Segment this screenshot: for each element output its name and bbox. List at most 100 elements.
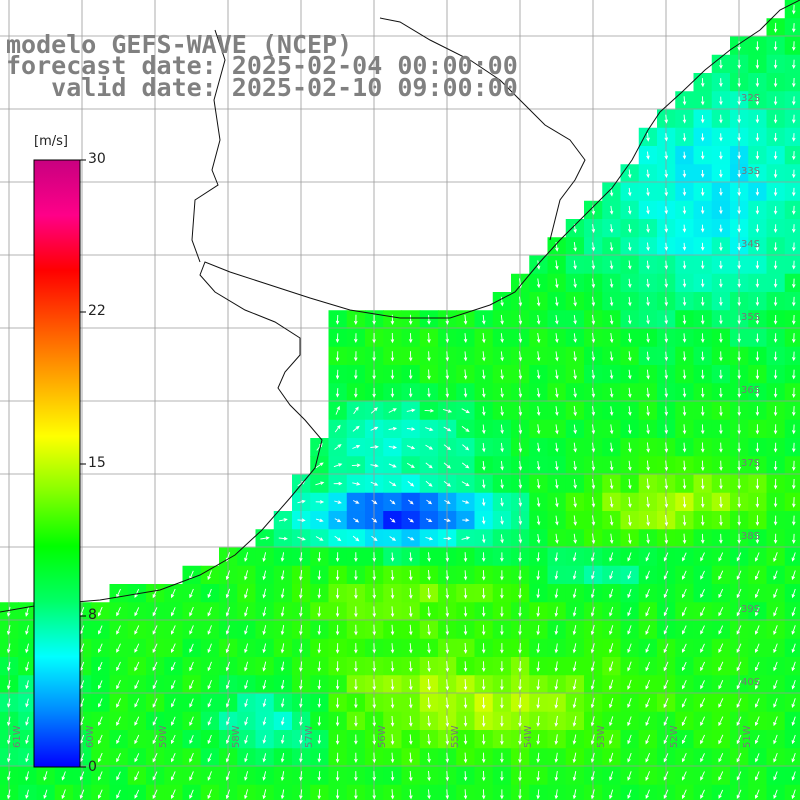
wind-arrow xyxy=(646,224,650,234)
wind-arrow xyxy=(719,496,723,509)
wind-arrow xyxy=(700,680,705,690)
lat-label-35s: 35S xyxy=(741,312,761,323)
wind-arrow xyxy=(408,369,413,380)
wind-arrow xyxy=(299,679,303,691)
wind-arrow xyxy=(244,789,249,800)
wind-arrow xyxy=(500,588,504,599)
wind-arrow xyxy=(791,661,796,672)
wind-speed-cell xyxy=(784,565,800,585)
wind-arrow xyxy=(755,534,760,544)
wind-arrow xyxy=(518,296,523,307)
wind-arrow xyxy=(773,151,778,160)
wind-arrow xyxy=(664,478,669,490)
wind-arrow xyxy=(682,96,687,106)
lon-label-61w: 61W xyxy=(12,725,23,748)
wind-arrow xyxy=(354,643,358,654)
wind-arrow xyxy=(609,296,614,307)
wind-arrow xyxy=(463,734,468,745)
wind-arrow xyxy=(609,478,614,490)
wind-arrow xyxy=(682,442,687,453)
wind-arrow xyxy=(554,570,559,581)
wind-arrow xyxy=(591,278,596,289)
wind-arrow xyxy=(225,680,230,690)
wind-arrow xyxy=(791,515,796,526)
wind-arrow xyxy=(700,242,705,251)
wind-arrow xyxy=(536,697,540,709)
wind-arrow xyxy=(681,716,687,727)
wind-arrow xyxy=(791,369,796,380)
wind-arrow xyxy=(664,315,669,325)
wind-arrow xyxy=(134,588,140,599)
wind-arrow xyxy=(628,369,632,380)
wind-arrow xyxy=(645,552,650,562)
wind-arrow xyxy=(609,789,614,800)
wind-arrow xyxy=(25,698,29,708)
wind-arrow xyxy=(682,224,687,233)
wind-arrow xyxy=(97,752,103,763)
wind-arrow xyxy=(390,588,395,600)
wind-arrow xyxy=(500,771,504,782)
wind-arrow xyxy=(573,351,577,362)
wind-arrow xyxy=(388,408,397,413)
wind-arrow xyxy=(372,734,377,745)
wind-arrow xyxy=(116,607,121,617)
wind-arrow xyxy=(718,716,724,727)
wind-arrow xyxy=(609,406,614,417)
wind-arrow xyxy=(646,242,650,252)
wind-arrow xyxy=(427,332,431,344)
wind-arrow xyxy=(482,315,486,325)
wind-arrow xyxy=(427,314,431,325)
wind-arrow xyxy=(755,607,760,617)
wind-arrow xyxy=(152,716,158,726)
wind-arrow xyxy=(171,698,176,708)
wind-arrow xyxy=(481,552,486,562)
wind-arrow xyxy=(627,625,632,635)
wind-arrow xyxy=(518,697,522,709)
wind-arrow xyxy=(354,624,358,636)
wind-arrow xyxy=(353,406,359,415)
wind-arrow xyxy=(79,789,85,799)
wind-arrow xyxy=(370,463,379,468)
wind-speed-cell xyxy=(784,127,800,147)
wind-arrow xyxy=(207,606,212,617)
wind-arrow xyxy=(189,752,194,763)
wind-arrow xyxy=(682,515,687,527)
wind-arrow xyxy=(408,388,413,398)
wind-arrow xyxy=(445,771,450,782)
wind-arrow xyxy=(152,643,158,654)
wind-arrow xyxy=(427,679,431,691)
wind-arrow xyxy=(791,478,796,490)
wind-arrow xyxy=(152,734,158,745)
wind-arrow xyxy=(370,426,379,431)
wind-arrow xyxy=(335,679,340,691)
wind-arrow xyxy=(408,333,413,344)
wind-arrow xyxy=(555,315,559,325)
wind-arrow xyxy=(315,481,325,486)
wind-arrow xyxy=(590,606,595,617)
wind-arrow xyxy=(755,388,760,398)
wind-arrow xyxy=(609,205,614,215)
wind-arrow xyxy=(645,716,651,727)
wind-arrow xyxy=(663,771,669,781)
wind-arrow xyxy=(425,536,434,541)
wind-arrow xyxy=(299,771,303,782)
wind-speed-cell xyxy=(784,146,800,165)
wind-arrow xyxy=(773,242,778,252)
wind-arrow xyxy=(682,533,687,545)
wind-arrow xyxy=(627,570,632,580)
wind-speed-cell xyxy=(784,164,800,184)
wind-arrow xyxy=(225,606,231,617)
wind-arrow xyxy=(427,734,431,746)
wind-arrow xyxy=(718,625,724,635)
wind-arrow xyxy=(682,333,687,343)
wind-arrow xyxy=(591,442,596,453)
wind-arrow xyxy=(189,735,194,745)
wind-arrow xyxy=(628,496,632,508)
wind-arrow xyxy=(555,533,559,544)
wind-arrow xyxy=(482,387,486,398)
wind-arrow xyxy=(116,734,121,745)
wind-arrow xyxy=(482,461,486,471)
wind-arrow xyxy=(518,516,523,526)
wind-arrow xyxy=(116,789,121,799)
wind-arrow xyxy=(700,716,706,727)
